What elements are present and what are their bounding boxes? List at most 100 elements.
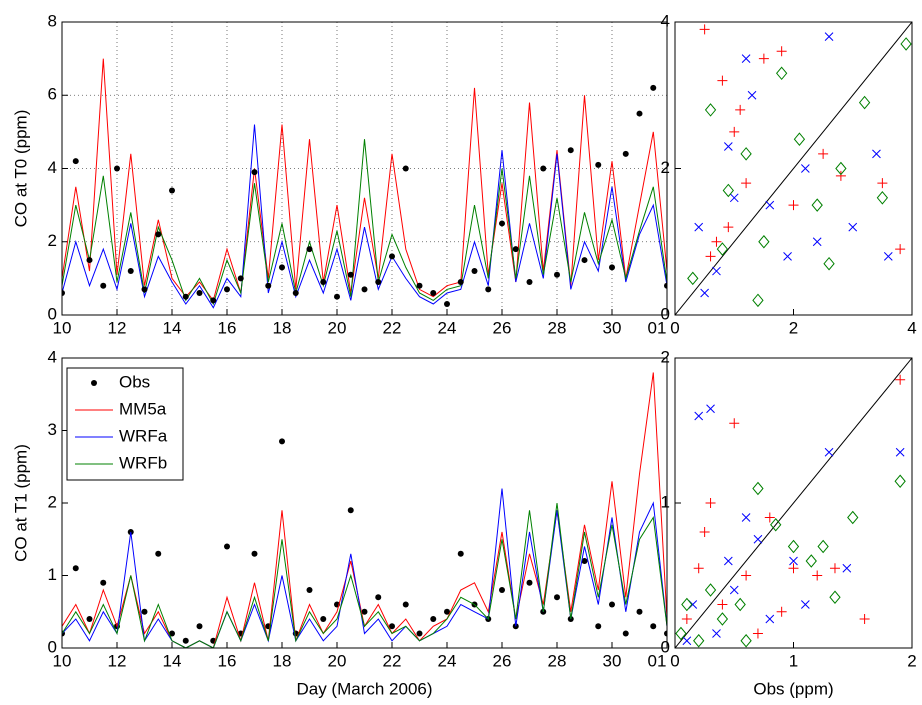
point <box>823 256 835 271</box>
point <box>224 543 230 550</box>
y-tick-label: 0 <box>661 637 670 656</box>
x-tick-label: 16 <box>218 318 237 337</box>
x-tick-label: 26 <box>493 318 512 337</box>
point <box>723 556 733 566</box>
point <box>196 290 203 297</box>
point <box>636 110 643 117</box>
x-axis-label: Day (March 2006) <box>296 679 432 698</box>
point <box>681 614 692 624</box>
point <box>100 282 107 289</box>
legend-label: WRFa <box>119 426 168 445</box>
point <box>752 293 764 308</box>
point <box>581 257 588 264</box>
y-tick-label: 8 <box>48 11 57 30</box>
point <box>712 629 721 638</box>
point <box>895 374 906 385</box>
point <box>812 237 822 247</box>
point <box>847 510 859 525</box>
point <box>829 563 840 574</box>
point <box>848 222 858 232</box>
legend-label: Obs <box>119 372 150 391</box>
point <box>251 550 258 557</box>
point <box>210 297 217 304</box>
point <box>141 608 148 615</box>
point <box>595 623 602 630</box>
point <box>776 606 787 617</box>
x-tick-label: 12 <box>108 318 127 337</box>
x-tick-label: 26 <box>493 651 512 670</box>
point <box>858 95 871 110</box>
x-axis-label: Obs (ppm) <box>753 679 833 698</box>
point <box>86 257 93 264</box>
x-tick-label: 10 <box>53 318 72 337</box>
point <box>805 554 817 568</box>
x-tick-label: 12 <box>108 651 127 670</box>
y-tick-label: 2 <box>48 492 57 511</box>
point <box>859 614 870 624</box>
point <box>155 231 162 238</box>
point <box>457 550 464 557</box>
point <box>402 165 409 172</box>
x-tick-label: 30 <box>603 318 622 337</box>
point <box>824 447 834 457</box>
legend-marker <box>91 380 97 386</box>
point <box>900 37 912 51</box>
point <box>783 252 792 261</box>
point <box>694 411 704 421</box>
point <box>700 288 709 298</box>
point <box>664 282 667 289</box>
x-tick-label: 2 <box>789 318 798 337</box>
point <box>361 608 368 615</box>
point <box>789 556 798 566</box>
point <box>595 161 602 168</box>
point <box>788 200 799 211</box>
point <box>829 590 841 605</box>
point <box>100 579 107 586</box>
y-tick-label: 2 <box>661 158 670 177</box>
point <box>758 53 769 64</box>
point <box>72 158 79 165</box>
legend-label: WRFb <box>119 453 167 472</box>
point <box>723 222 734 233</box>
point <box>554 594 560 601</box>
point <box>609 264 615 271</box>
point <box>711 236 722 247</box>
point <box>416 282 423 289</box>
point <box>141 286 148 293</box>
x-tick-label: 10 <box>53 651 72 670</box>
point <box>758 234 770 249</box>
y-tick-label: 2 <box>48 231 57 250</box>
point <box>747 90 757 100</box>
point <box>279 438 285 445</box>
point <box>740 147 752 161</box>
point <box>279 264 285 271</box>
point <box>800 164 810 173</box>
point <box>650 84 657 91</box>
point <box>842 563 852 573</box>
point <box>622 630 629 637</box>
point <box>402 601 409 608</box>
x-tick-label: 01 <box>648 318 667 337</box>
point <box>320 279 327 286</box>
point <box>712 266 721 276</box>
point <box>793 132 806 146</box>
point <box>430 616 437 622</box>
point <box>485 286 492 293</box>
point <box>835 170 846 181</box>
point <box>306 246 313 253</box>
point <box>895 244 906 255</box>
x-tick-label: 20 <box>328 651 347 670</box>
point <box>729 418 740 429</box>
point <box>682 636 692 646</box>
point <box>664 630 667 637</box>
point <box>416 630 423 637</box>
point <box>811 198 823 212</box>
point <box>694 222 704 232</box>
x-tick-label: 18 <box>273 651 292 670</box>
point <box>716 242 729 256</box>
point <box>526 279 533 286</box>
point <box>182 637 189 644</box>
point <box>877 178 888 189</box>
point <box>292 290 299 297</box>
x-tick-label: 0 <box>670 651 679 670</box>
